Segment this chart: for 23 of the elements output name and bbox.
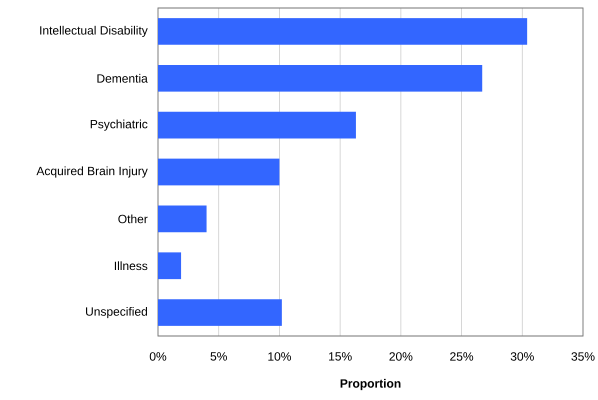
y-tick-label: Unspecified <box>86 306 148 318</box>
bar <box>158 112 356 138</box>
x-tick-label: 30% <box>510 352 534 361</box>
bar <box>158 18 528 45</box>
x-tick-label: 25% <box>450 352 474 361</box>
y-tick-label: Acquired Brain Injury <box>36 166 148 178</box>
y-tick-label: Other <box>118 214 148 224</box>
bar <box>158 64 482 92</box>
x-tick-label: 35% <box>571 352 595 361</box>
bar <box>158 206 207 232</box>
x-axis-title: Proportion <box>340 378 400 390</box>
y-tick-label: Illness <box>114 261 148 270</box>
y-tick-label: Dementia <box>97 74 148 83</box>
bar <box>158 252 182 280</box>
y-tick-label: Intellectual Disability <box>40 26 148 38</box>
x-tick-label: 15% <box>329 352 352 361</box>
x-tick-label: 10% <box>268 352 292 361</box>
bar <box>158 299 282 326</box>
x-tick-label: 20% <box>389 352 412 361</box>
x-tick-label: 0% <box>150 352 166 361</box>
bar <box>158 158 280 186</box>
y-tick-label: Psychiatric <box>90 120 148 131</box>
x-tick-label: 5% <box>210 352 227 361</box>
